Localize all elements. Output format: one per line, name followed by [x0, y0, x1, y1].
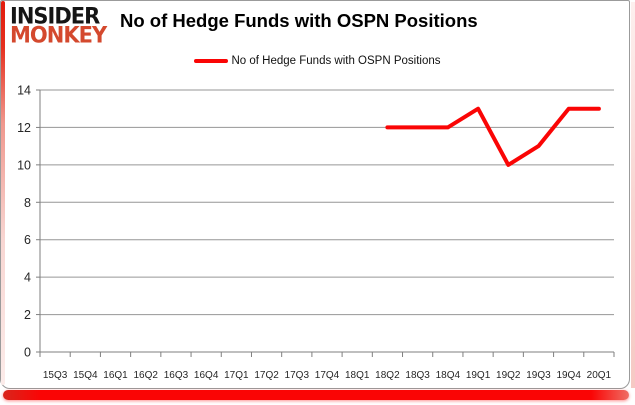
x-tick-label: 17Q2	[254, 370, 279, 381]
legend-label: No of Hedge Funds with OSPN Positions	[231, 55, 441, 67]
x-tick-label: 16Q4	[194, 370, 219, 381]
x-tick-label: 16Q3	[164, 370, 189, 381]
legend: No of Hedge Funds with OSPN Positions	[0, 53, 635, 69]
x-tick-label: 19Q1	[466, 370, 491, 381]
x-tick-label: 16Q1	[103, 370, 128, 381]
y-tick-label: 2	[24, 308, 31, 322]
x-tick-label: 19Q4	[556, 370, 581, 381]
x-tick-label: 19Q2	[496, 370, 521, 381]
x-tick-label: 16Q2	[134, 370, 159, 381]
bottom-red-bar-decoration	[3, 390, 629, 400]
x-tick-label: 15Q3	[43, 370, 68, 381]
page-title: No of Hedge Funds with OSPN Positions	[120, 10, 478, 31]
y-tick-label: 14	[17, 84, 31, 98]
x-tick-label: 18Q1	[345, 370, 370, 381]
y-tick-label: 0	[24, 346, 31, 360]
y-tick-label: 8	[24, 196, 31, 210]
x-tick-label: 20Q1	[587, 370, 612, 381]
x-tick-label: 17Q3	[285, 370, 310, 381]
x-tick-label: 19Q3	[526, 370, 551, 381]
legend-line-swatch-icon	[194, 58, 229, 64]
y-tick-label: 4	[24, 271, 31, 285]
y-tick-label: 6	[24, 233, 31, 247]
x-tick-label: 18Q2	[375, 370, 400, 381]
left-red-edge-decoration	[1, 1, 5, 385]
chart-card	[0, 0, 630, 389]
x-tick-label: 15Q4	[73, 370, 98, 381]
x-tick-label: 17Q1	[224, 370, 249, 381]
y-tick-label: 12	[17, 121, 31, 135]
logo-line-insider: INSIDER	[10, 3, 100, 29]
insider-monkey-logo: INSIDER MONKEY	[10, 3, 120, 48]
x-tick-label: 18Q3	[405, 370, 430, 381]
x-tick-label: 18Q4	[436, 370, 461, 381]
right-pink-edge-decoration	[631, 2, 635, 388]
logo-line-monkey: MONKEY	[10, 22, 107, 48]
y-tick-label: 10	[17, 158, 31, 172]
series-line	[385, 106, 601, 167]
x-tick-label: 17Q4	[315, 370, 340, 381]
